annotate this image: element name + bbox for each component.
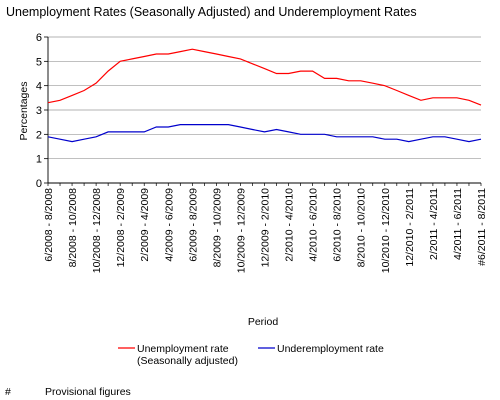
chart-title: Unemployment Rates (Seasonally Adjusted)… (6, 5, 417, 19)
y-tick-label: 6 (36, 32, 42, 44)
y-tick-label: 0 (36, 178, 42, 190)
x-tick-label: 8/2009 - 10/2009 (211, 188, 223, 268)
x-tick-label: 8/2010 - 10/2010 (356, 188, 368, 268)
footnote-symbol: # (5, 386, 11, 398)
y-tick-label: 2 (36, 129, 42, 141)
series-line-underemployment (47, 123, 482, 143)
footnote-text: Provisional figures (45, 386, 131, 398)
legend: Unemployment rate (Seasonally adjusted) … (118, 343, 384, 367)
x-tick-label: 12/2008 - 2/2009 (115, 188, 127, 268)
legend-label-unemployment-line1: Unemployment rate (137, 343, 229, 355)
x-axis-label: Period (248, 316, 279, 328)
x-tick-label: 4/2011 - 6/2011 (452, 188, 464, 260)
y-tick-label: 4 (36, 81, 42, 93)
x-tick-label: 10/2010 - 12/2010 (380, 188, 392, 273)
x-tick-label: 12/2010 - 2/2011 (404, 188, 416, 267)
x-tick-label: 8/2008 - 10/2008 (67, 188, 79, 268)
x-tick-label: 4/2010 - 6/2010 (308, 188, 320, 262)
y-tick-label: 1 (36, 154, 42, 166)
data-series (47, 48, 482, 143)
legend-label-underemployment: Underemployment rate (277, 343, 384, 355)
x-tick-label: 6/2010 - 8/2010 (332, 188, 344, 262)
x-tick-label: 6/2008 - 8/2008 (43, 188, 55, 262)
y-tick-label: 3 (36, 105, 42, 117)
x-tick-label: 2/2010 - 4/2010 (284, 188, 296, 262)
y-axis-tick-labels: 0 1 2 3 4 5 6 (36, 32, 42, 190)
x-tick-label: 4/2009 - 6/2009 (163, 188, 175, 262)
footnote: # Provisional figures (5, 386, 131, 398)
y-tick-label: 5 (36, 56, 42, 68)
x-tick-label: 6/2009 - 8/2009 (187, 188, 199, 262)
x-tick-label: 10/2009 - 12/2009 (235, 188, 247, 273)
x-tick-label: #6/2011 - 8/2011 (476, 188, 488, 266)
x-tick-label: 10/2008 - 12/2008 (91, 188, 103, 273)
axes (47, 37, 482, 186)
x-axis-tick-labels: 6/2008 - 8/2008 8/2008 - 10/2008 10/2008 -… (43, 188, 488, 273)
x-tick-label: 2/2009 - 4/2009 (139, 188, 151, 262)
legend-label-unemployment-line2: (Seasonally adjusted) (137, 355, 238, 367)
y-axis-label: Percentages (18, 82, 30, 141)
series-line-unemployment (47, 48, 482, 106)
x-tick-label: 12/2009 - 2/2010 (260, 188, 272, 268)
x-tick-label: 2/2011 - 4/2011 (428, 188, 440, 260)
